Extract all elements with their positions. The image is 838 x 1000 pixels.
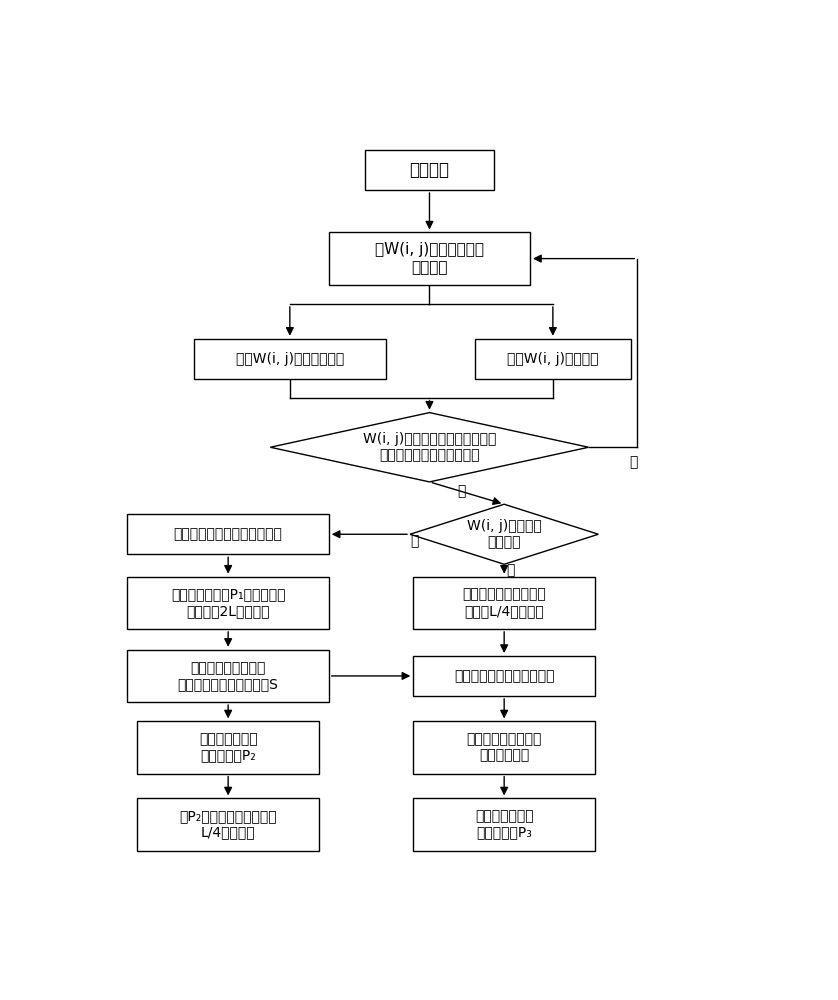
FancyBboxPatch shape — [475, 339, 631, 379]
Text: 计算每个焦面位置与
最佳焦面位置的理论偏差S: 计算每个焦面位置与 最佳焦面位置的理论偏差S — [178, 661, 278, 691]
FancyBboxPatch shape — [413, 798, 595, 851]
Text: 是: 是 — [410, 534, 418, 548]
Text: 是: 是 — [458, 484, 466, 498]
FancyBboxPatch shape — [137, 798, 319, 851]
Text: 以W(i, j)为窗口对图像
进行检测: 以W(i, j)为窗口对图像 进行检测 — [375, 242, 484, 275]
FancyBboxPatch shape — [127, 577, 328, 629]
Text: 将焦面调至粗调
焦最佳焦面P₂: 将焦面调至粗调 焦最佳焦面P₂ — [199, 732, 257, 763]
FancyBboxPatch shape — [328, 232, 530, 285]
FancyBboxPatch shape — [413, 656, 595, 696]
Text: 否: 否 — [629, 455, 638, 469]
Text: 以理论最佳焦面P₁为基准，进
行步数为2L的粗调焦: 以理论最佳焦面P₁为基准，进 行步数为2L的粗调焦 — [171, 588, 286, 618]
Text: 采用离焦评价函数分析离焦量: 采用离焦评价函数分析离焦量 — [173, 527, 282, 541]
Text: 输出不同焦面位置的清晰度: 输出不同焦面位置的清晰度 — [454, 669, 555, 683]
FancyBboxPatch shape — [137, 721, 319, 774]
FancyBboxPatch shape — [127, 650, 328, 702]
FancyBboxPatch shape — [365, 150, 494, 190]
Text: 选取清晰度最优的焦
面为最佳焦面: 选取清晰度最优的焦 面为最佳焦面 — [467, 732, 542, 763]
FancyBboxPatch shape — [194, 339, 385, 379]
Text: 读入图像: 读入图像 — [410, 161, 449, 179]
Text: 以P₂为基准，进行步数为
L/4的精调焦: 以P₂为基准，进行步数为 L/4的精调焦 — [179, 809, 277, 840]
Text: 获取W(i, j)平均灰度梯度: 获取W(i, j)平均灰度梯度 — [235, 352, 344, 366]
Text: 提取W(i, j)边缘比例: 提取W(i, j)边缘比例 — [507, 352, 598, 366]
Text: 以该焦面为基准，进行
步数为L/4的精调焦: 以该焦面为基准，进行 步数为L/4的精调焦 — [463, 588, 546, 618]
Text: W(i, j)平均灰度梯度与边缘比例
之积是否为全景图像中最大: W(i, j)平均灰度梯度与边缘比例 之积是否为全景图像中最大 — [363, 432, 496, 462]
Text: W(i, j)是否存在
频域零点: W(i, j)是否存在 频域零点 — [467, 519, 541, 549]
FancyBboxPatch shape — [127, 514, 328, 554]
Polygon shape — [271, 413, 588, 482]
Text: 将焦面调至精调
焦最佳焦面P₃: 将焦面调至精调 焦最佳焦面P₃ — [475, 809, 534, 840]
Text: 否: 否 — [506, 563, 515, 577]
FancyBboxPatch shape — [413, 577, 595, 629]
FancyBboxPatch shape — [413, 721, 595, 774]
Polygon shape — [410, 504, 598, 564]
